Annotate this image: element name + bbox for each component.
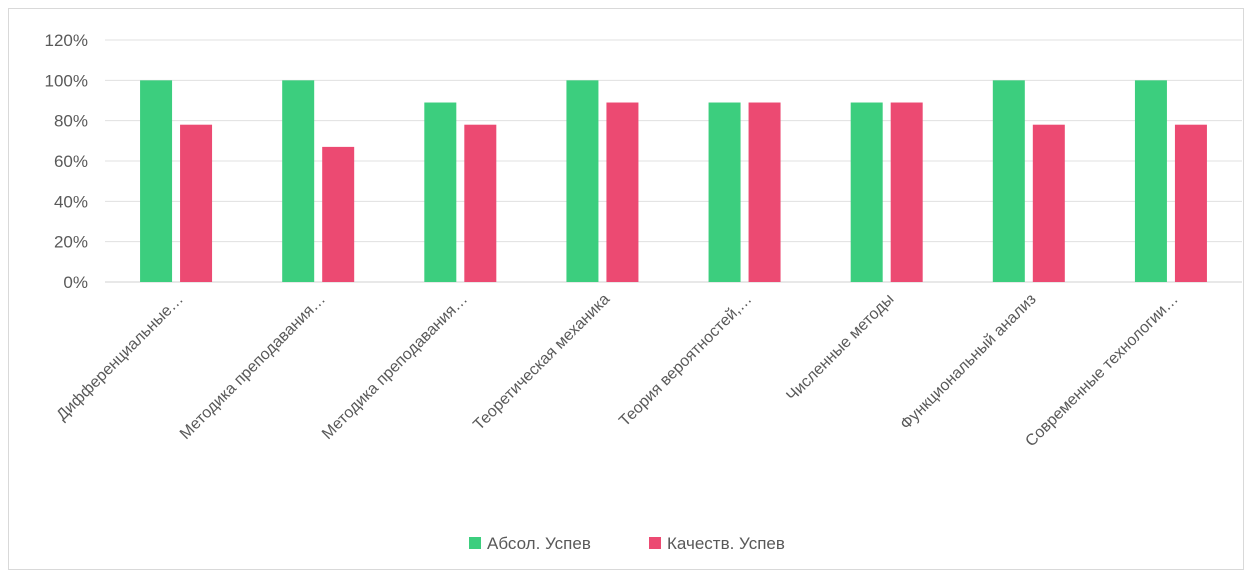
bar-kachestv xyxy=(322,146,355,282)
y-tick-label: 0% xyxy=(63,273,88,292)
bar-absol xyxy=(1134,80,1167,282)
y-tick-label: 20% xyxy=(54,233,88,252)
legend-label: Абсол. Успев xyxy=(487,534,591,553)
y-tick-label: 120% xyxy=(45,31,88,50)
bar-absol xyxy=(566,80,599,282)
bars xyxy=(140,80,1207,283)
bar-absol xyxy=(282,80,315,282)
bar-kachestv xyxy=(890,102,923,283)
legend-label: Качеств. Успев xyxy=(667,534,785,553)
chart-area xyxy=(8,8,1244,570)
legend: Абсол. Успев Качеств. Успев xyxy=(469,534,785,553)
bar-kachestv xyxy=(180,124,213,282)
x-axis-labels: Дифференциальные…Методика преподавания…М… xyxy=(54,291,1182,450)
x-tick-label: Методика преподавания… xyxy=(319,291,471,443)
x-tick-label: Функциональный анализ xyxy=(897,291,1039,433)
x-tick-label: Теоретическая механика xyxy=(470,291,613,434)
y-tick-label: 40% xyxy=(54,192,88,211)
bar-absol xyxy=(140,80,173,282)
x-tick-label: Методика преподавания… xyxy=(177,291,329,443)
bar-kachestv xyxy=(1174,124,1207,282)
bar-kachestv xyxy=(606,102,639,283)
gridlines xyxy=(105,39,1242,283)
legend-swatch xyxy=(649,537,661,549)
bar-kachestv xyxy=(748,102,781,283)
bar-kachestv xyxy=(464,124,497,282)
bar-kachestv xyxy=(1032,124,1065,282)
y-axis-ticks: 0% 20% 40% 60% 80% 100% 120% xyxy=(45,31,88,292)
x-tick-label: Современные технологии… xyxy=(1022,291,1181,450)
y-tick-label: 80% xyxy=(54,112,88,131)
legend-swatch xyxy=(469,537,481,549)
bar-absol xyxy=(992,80,1025,282)
x-tick-label: Теория вероятностей,… xyxy=(616,291,755,430)
bar-absol xyxy=(708,102,741,283)
y-tick-label: 100% xyxy=(45,71,88,90)
x-tick-label: Дифференциальные… xyxy=(54,291,187,424)
x-tick-label: Численные методы xyxy=(783,291,897,405)
bar-absol xyxy=(424,102,457,283)
y-tick-label: 60% xyxy=(54,152,88,171)
bar-absol xyxy=(850,102,883,283)
